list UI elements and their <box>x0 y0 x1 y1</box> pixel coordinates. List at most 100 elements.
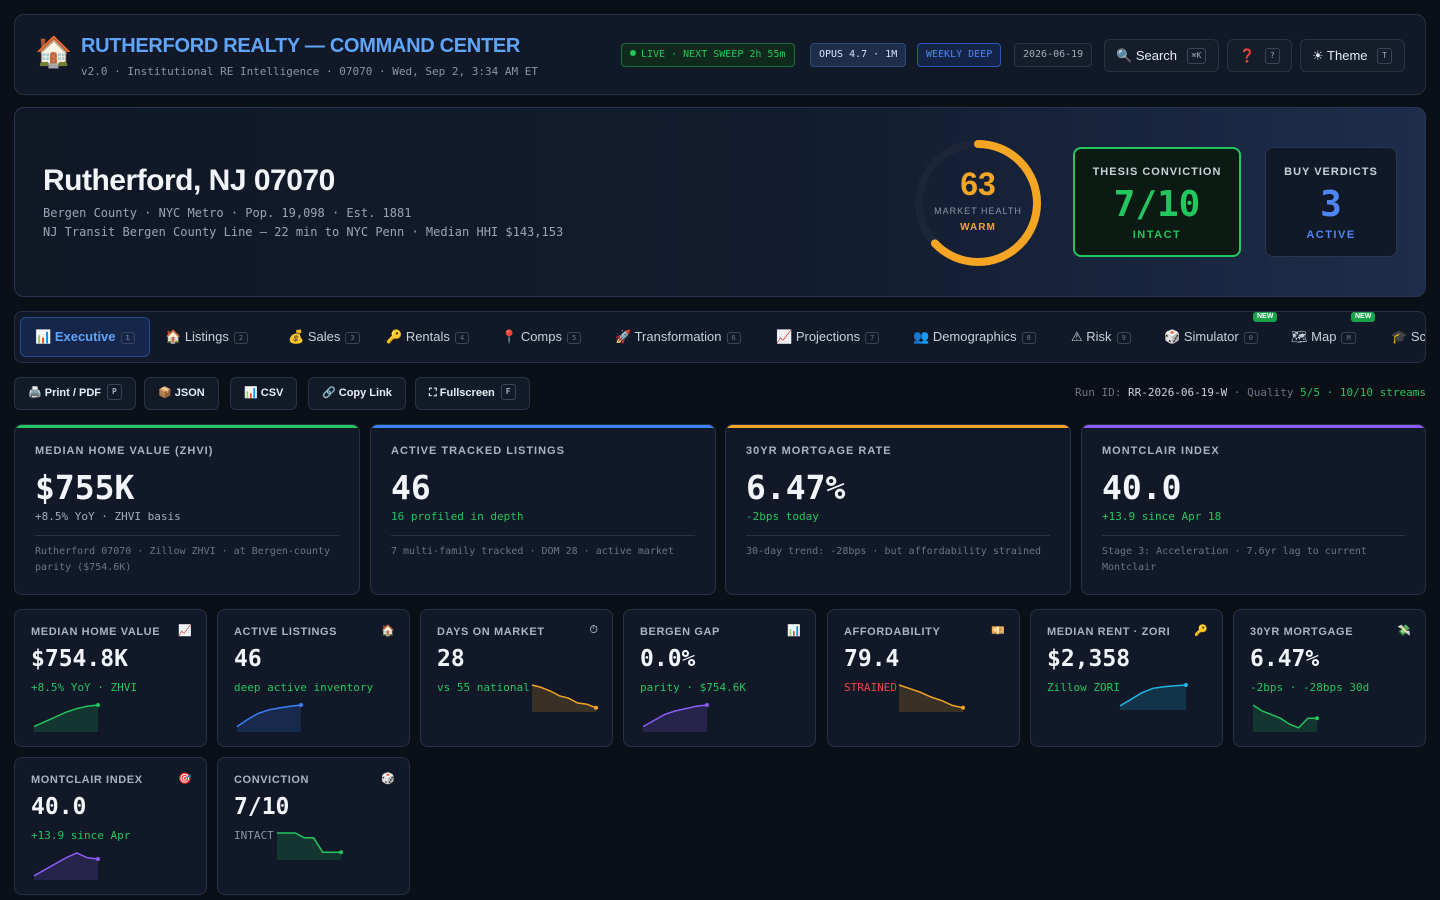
model-pill: OPUS 4.7 · 1M <box>810 43 907 67</box>
kpi-value: 40.0 <box>1102 468 1182 507</box>
key-icon: 🔑 <box>386 329 403 344</box>
sparkline <box>898 684 965 712</box>
kpi-subtext: +13.9 since Apr 18 <box>1102 510 1222 523</box>
city-title: Rutherford, NJ 07070 <box>43 164 335 197</box>
tab-shortcut: 1 <box>120 332 135 344</box>
tab-listings[interactable]: 🏠 Listings 2 <box>165 317 249 357</box>
banknote-icon: 💴 <box>991 625 1005 637</box>
tab-rentals[interactable]: 🔑 Rentals 4 <box>386 317 470 357</box>
metric-value: $754.8K <box>31 646 128 672</box>
new-badge: NEW <box>1253 312 1278 322</box>
print-pdf-button[interactable]: 🖨️ Print / PDF P <box>14 377 136 410</box>
metric-label: CONVICTION <box>234 774 310 786</box>
fullscreen-button[interactable]: ⛶ Fullscreen F <box>415 377 530 410</box>
sparkline-endpoint <box>96 857 100 861</box>
tab-shortcut: 3 <box>345 332 360 344</box>
kpi-label: ACTIVE TRACKED LISTINGS <box>391 445 565 457</box>
theme-button[interactable]: ☀ Theme T <box>1300 39 1405 72</box>
metric-subtext: vs 55 national <box>437 681 530 694</box>
tab-projections[interactable]: 📈 Projections 7 <box>776 317 880 357</box>
metric-subtext: deep active inventory <box>234 681 374 694</box>
tab-shortcut: M <box>1341 332 1356 344</box>
graduation-cap-icon: 🎓 <box>1391 329 1408 344</box>
tab-executive[interactable]: 📊 Executive 1 <box>20 317 150 357</box>
kpi-note: Stage 3: Acceleration · 7.6yr lag to cur… <box>1102 546 1367 573</box>
streams-status: · 10/10 streams <box>1326 386 1426 399</box>
target-icon: 🎯 <box>178 773 192 785</box>
fullscreen-shortcut: F <box>500 384 516 400</box>
tab-demographics[interactable]: 👥 Demographics 8 <box>913 317 1036 357</box>
metric-value: $2,358 <box>1047 646 1131 672</box>
metric-label: 30YR MORTGAGE <box>1250 626 1354 638</box>
tab-bar: 📊 Executive 1 🏠 Listings 2 💰 Sales 3 🔑 Rent… <box>14 311 1426 363</box>
sparkline-line <box>236 704 302 728</box>
kpi-label: MONTCLAIR INDEX <box>1102 445 1220 457</box>
tab-shortcut: 0 <box>1243 332 1258 344</box>
help-icon: ❓ <box>1239 48 1256 63</box>
search-button[interactable]: 🔍 Search ⌘K <box>1104 39 1219 72</box>
stopwatch-icon: ⏱ <box>589 624 598 636</box>
tab-comps[interactable]: 📍 Comps 5 <box>501 317 582 357</box>
gauge-ring <box>915 140 1041 266</box>
metric-label: AFFORDABILITY <box>844 626 941 638</box>
tab-label: Executive <box>54 329 116 344</box>
map-icon: 🗺 <box>1291 329 1308 344</box>
dice-icon: 🎲 <box>381 773 395 785</box>
copy-link-button[interactable]: 🔗 Copy Link <box>308 377 406 410</box>
card-accent-bar <box>15 425 359 428</box>
tab-sales[interactable]: 💰 Sales 3 <box>288 317 360 357</box>
location-hero: Rutherford, NJ 07070 Bergen County · NYC… <box>14 107 1426 297</box>
tab-shortcut: 8 <box>1021 332 1036 344</box>
kpi-label: MEDIAN HOME VALUE (ZHVI) <box>35 445 214 457</box>
key-icon: 🔑 <box>1194 625 1208 637</box>
money-wings-icon: 💸 <box>1397 625 1411 637</box>
metric-value: 79.4 <box>844 646 900 672</box>
quality-score: 5/5 <box>1300 386 1321 399</box>
house-icon: 🏠 <box>381 625 395 637</box>
divider <box>35 535 339 536</box>
thesis-status: INTACT <box>1132 229 1182 241</box>
tab-simulator[interactable]: 🎲 Simulator 0 <box>1164 317 1258 357</box>
sparkline-area <box>899 685 963 712</box>
tab-risk[interactable]: ⚠ Risk 9 <box>1071 317 1131 357</box>
metric-label: MEDIAN HOME VALUE <box>31 626 161 638</box>
json-export-button[interactable]: 📦 JSON <box>144 377 219 410</box>
sparkline-line <box>277 832 341 853</box>
divider <box>391 535 695 536</box>
tab-map[interactable]: 🗺 Map M <box>1291 317 1356 357</box>
market-health-gauge: 63 MARKET HEALTH WARM <box>911 136 1045 270</box>
tab-label: Comps <box>520 329 562 344</box>
metric-value: 7/10 <box>234 794 290 820</box>
chart-up-icon: 📈 <box>178 625 192 637</box>
json-label: 📦 JSON <box>158 387 205 399</box>
sparkline-endpoint <box>96 703 100 707</box>
copy-label: 🔗 Copy Link <box>322 387 392 399</box>
location-details: Bergen County · NYC Metro · Pop. 19,098 … <box>43 206 412 220</box>
house-logo-icon: 🏠 <box>35 36 73 69</box>
tab-shortcut: 4 <box>454 332 470 344</box>
tab-scenarios[interactable]: 🎓 Sc <box>1391 317 1425 357</box>
house-icon: 🏠 <box>165 329 182 344</box>
sparkline-area <box>237 705 301 732</box>
metric-value: 46 <box>234 646 262 672</box>
buy-verdicts-card: BUY VERDICTS 3 ACTIVE <box>1265 147 1397 257</box>
app-subtitle: v2.0 · Institutional RE Intelligence · 0… <box>81 65 538 78</box>
sparkline-line <box>531 684 597 709</box>
tab-transformation[interactable]: 🚀 Transformation 6 <box>615 317 741 357</box>
search-icon: 🔍 <box>1116 48 1133 63</box>
tab-shortcut: 5 <box>567 332 582 344</box>
print-label: 🖨️ Print / PDF <box>28 387 101 399</box>
csv-export-button[interactable]: 📊 CSV <box>230 377 298 410</box>
kpi-note: 30-day trend: -28bps · but affordability… <box>746 546 1042 557</box>
sparkline-endpoint <box>339 850 343 855</box>
metric-label: ACTIVE LISTINGS <box>234 626 338 638</box>
sparkline-line <box>33 852 99 877</box>
money-bag-icon: 💰 <box>288 329 305 344</box>
metric-value: 6.47% <box>1250 646 1320 672</box>
help-button[interactable]: ❓ ? <box>1227 39 1292 72</box>
buy-title: BUY VERDICTS <box>1284 166 1378 178</box>
gauge-arc <box>915 140 1041 266</box>
tab-label: Map <box>1311 329 1337 344</box>
fullscreen-label: ⛶ Fullscreen <box>429 387 495 399</box>
new-badge: NEW <box>1351 312 1376 322</box>
